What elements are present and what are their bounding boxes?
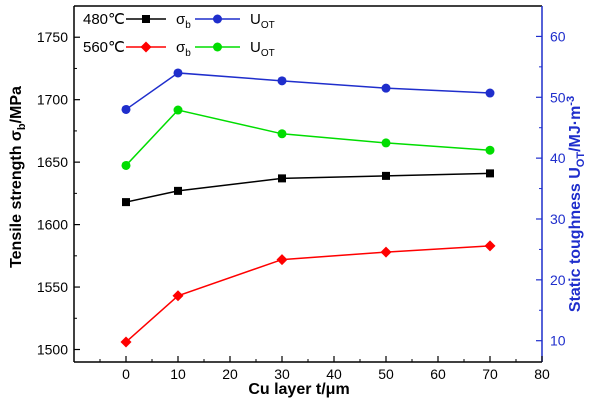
legend-temp-label: 480℃ <box>83 11 125 28</box>
x-axis: 0 10 20 30 40 50 60 70 80 <box>99 356 550 382</box>
y-right-tick-label: 50 <box>550 89 566 105</box>
series-2 <box>121 68 495 114</box>
legend-swatch-marker <box>140 41 152 53</box>
y-left-title-tail: /MPa <box>8 86 25 123</box>
data-point <box>485 145 495 155</box>
y-right-tick-label: 40 <box>550 150 566 166</box>
y-left-tick-label: 1650 <box>37 154 68 170</box>
data-point <box>484 240 496 252</box>
data-point <box>172 290 184 302</box>
y-right-title-sub: OT <box>575 152 587 168</box>
data-point <box>486 169 494 178</box>
data-point <box>173 105 183 115</box>
data-point <box>380 246 392 258</box>
series-group <box>120 68 496 348</box>
data-point <box>173 68 183 78</box>
y-right-tick-label: 20 <box>550 272 566 288</box>
y-right-title-tail: /MJ·m <box>567 106 584 152</box>
data-point <box>276 254 288 266</box>
data-point <box>277 76 287 86</box>
data-point <box>485 88 495 98</box>
x-tick-label: 0 <box>122 366 130 382</box>
series-0 <box>122 169 494 207</box>
y-right-title-sup: -3 <box>565 96 577 106</box>
y-left-tick-label: 1550 <box>37 279 68 295</box>
data-point <box>121 160 131 170</box>
data-point <box>382 171 390 180</box>
data-point <box>120 336 132 348</box>
legend-series-label: UOT <box>250 39 275 59</box>
legend-swatch-marker <box>213 42 222 52</box>
y-left-tick-label: 1700 <box>37 92 68 108</box>
series-line <box>125 72 491 111</box>
x-tick-label: 60 <box>430 366 446 382</box>
series-3 <box>121 105 495 170</box>
y-right-tick-label: 30 <box>550 211 566 227</box>
y-axis-right-title: Static toughness UOT/MJ·m-3 <box>565 96 587 312</box>
x-tick-label: 30 <box>274 366 290 382</box>
y-left-tick-label: 1600 <box>37 217 68 233</box>
plot-frame-group <box>73 5 543 363</box>
legend-swatch-marker <box>213 14 222 24</box>
data-point <box>174 186 182 195</box>
data-point <box>278 174 286 183</box>
data-point <box>121 104 131 114</box>
y-left-title-main: Tensile strength σ <box>8 130 25 268</box>
x-tick-label: 80 <box>534 366 550 382</box>
legend-series-label: σb <box>176 11 191 31</box>
legend-temp-label: 560℃ <box>83 39 125 56</box>
y-right-title-main: Static toughness U <box>567 167 584 312</box>
data-point <box>381 138 391 148</box>
y-axis-left: 1500 1550 1600 1650 1700 1750 <box>37 29 80 358</box>
x-axis-title: Cu layer t/μm <box>248 381 349 398</box>
data-point <box>277 129 287 139</box>
x-tick-label: 20 <box>222 366 238 382</box>
data-point <box>381 83 391 93</box>
y-left-title-sub: b <box>16 123 28 130</box>
legend-series-label: σb <box>176 39 191 59</box>
legend-series-label: UOT <box>250 11 275 31</box>
legend-swatch-marker <box>142 15 150 23</box>
series-1 <box>120 240 496 348</box>
x-tick-label: 40 <box>326 366 342 382</box>
x-tick-label: 10 <box>170 366 186 382</box>
y-right-tick-label: 10 <box>550 333 566 349</box>
series-line <box>125 109 491 166</box>
x-tick-label: 70 <box>482 366 498 382</box>
x-tick-label: 50 <box>378 366 394 382</box>
y-left-tick-label: 1500 <box>37 342 68 358</box>
data-point <box>122 198 130 207</box>
y-axis-left-title: Tensile strength σb/MPa <box>8 86 28 268</box>
legend: 480℃ σb UOT 560℃ σb UOT <box>83 11 275 59</box>
y-left-tick-label: 1750 <box>37 29 68 45</box>
y-axis-right: 10 20 30 40 50 60 <box>536 28 566 349</box>
y-right-tick-label: 60 <box>550 28 566 44</box>
